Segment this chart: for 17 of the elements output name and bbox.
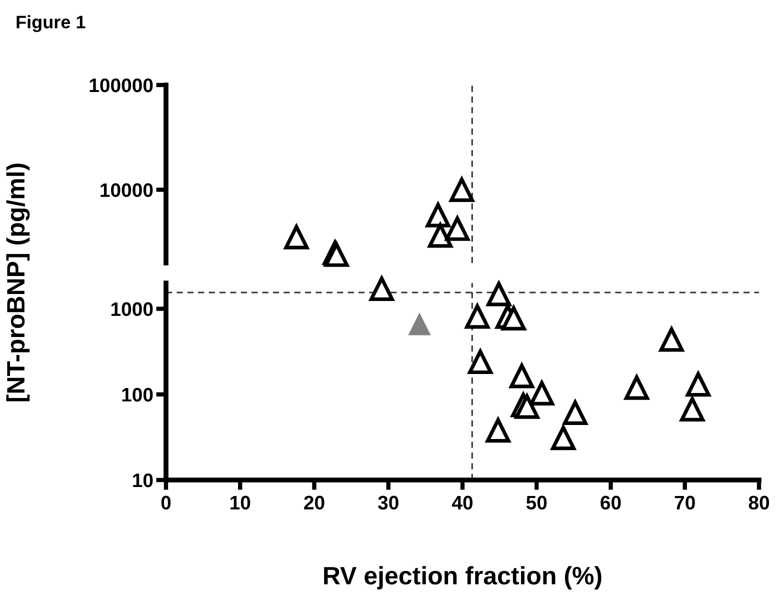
x-tick-label: 40 (452, 496, 473, 510)
y-tick-label: 10000 (100, 183, 153, 198)
x-tick-label: 0 (161, 496, 171, 510)
x-tick-label: 30 (378, 496, 398, 510)
y-tick-label: 100000 (90, 78, 153, 92)
x-tick-label: 20 (304, 496, 324, 510)
y-tick-label: 1000 (111, 302, 153, 316)
y-tick-label: 100 (122, 388, 153, 402)
x-tick-label: 80 (748, 496, 770, 510)
x-tick-label: 60 (600, 496, 621, 510)
x-tick-label: 70 (674, 496, 695, 510)
chart-title: Figure 1 (16, 15, 86, 32)
x-tick-label: 50 (526, 496, 547, 510)
y-axis-title: [NT-proBNP] (pg/ml) (6, 164, 30, 402)
x-axis-title: RV ejection fraction (%) (324, 566, 602, 590)
x-tick-label: 10 (230, 496, 250, 510)
y-tick-label: 10 (133, 473, 153, 488)
